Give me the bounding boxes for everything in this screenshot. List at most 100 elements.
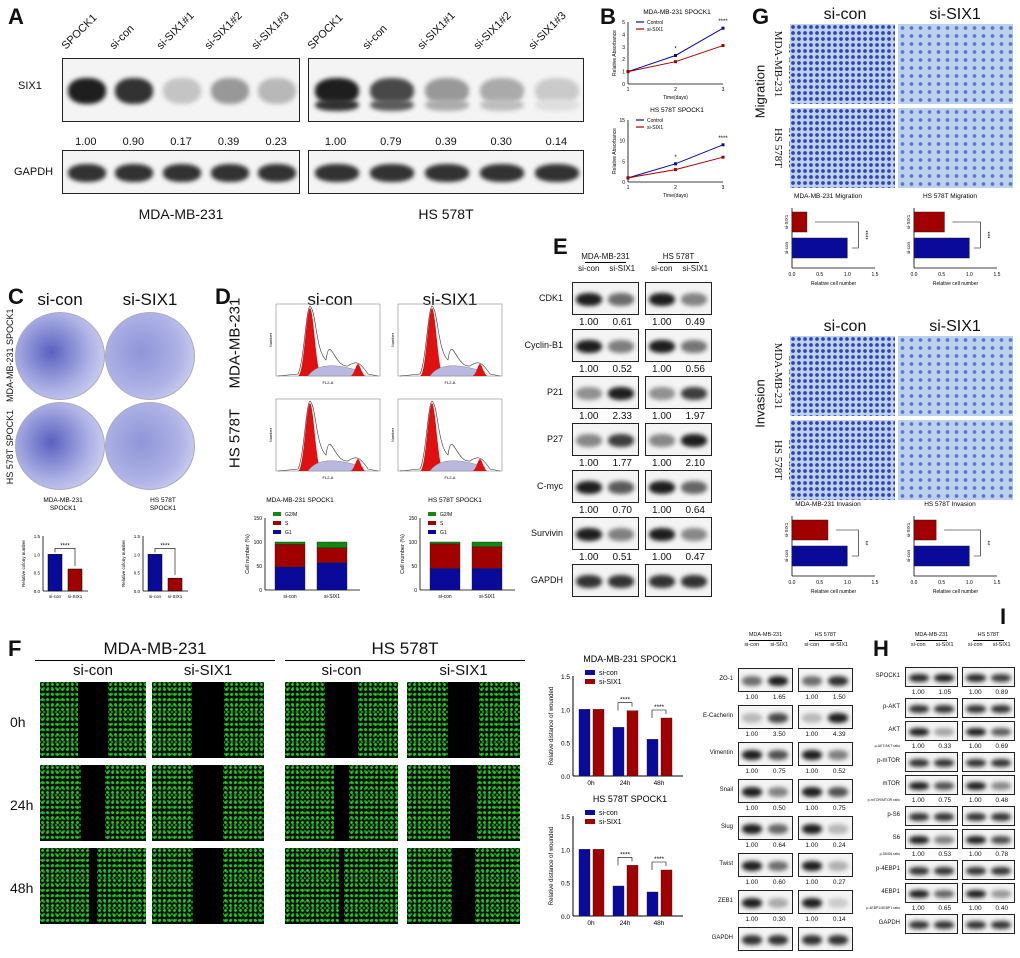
band (933, 813, 954, 821)
lane-label: si-SIX1 (682, 264, 709, 273)
blot-c-myc (572, 470, 639, 503)
lane-label: si-SIX1 (770, 641, 789, 648)
band (649, 433, 675, 448)
y-tick: si-con (784, 242, 789, 255)
band (801, 861, 823, 871)
quant-value: 0.52 (612, 364, 632, 375)
blot-row-label: Vimentin (709, 750, 733, 756)
x-tick: 0.0 (789, 580, 796, 586)
significance: * (674, 46, 677, 52)
y-tick: si-con (784, 550, 789, 563)
band (801, 898, 823, 908)
band (767, 713, 789, 723)
y-tick: 1.5 (34, 534, 41, 539)
x-tick: 1.5 (994, 580, 1001, 586)
y-axis-label: Number (390, 427, 395, 442)
quant-value: 0.90 (122, 136, 145, 148)
bar (913, 545, 970, 567)
blot-zo-1 (798, 668, 853, 692)
column-label: si-con (823, 6, 867, 23)
lane-label: si-con (578, 264, 600, 273)
cell-area (40, 848, 89, 924)
s-phase (307, 460, 364, 472)
band (767, 861, 789, 871)
y-tick: 0.5 (134, 571, 141, 576)
y-label: Cell number (%) (400, 534, 406, 574)
blot-gapdh (572, 564, 639, 597)
quant-value: 0.61 (612, 317, 632, 328)
x-tick: 48h (654, 920, 665, 927)
quant-value: 1.00 (652, 317, 672, 328)
lane-label: SPOCK1 (305, 11, 346, 53)
cell-area (152, 682, 193, 758)
ratio-label: p-mTOR/MTOR ratio (867, 797, 900, 802)
quant-value: 1.00 (745, 731, 759, 738)
blot-row-label: P27 (546, 434, 563, 444)
s-phase (429, 460, 486, 472)
band (908, 705, 929, 713)
y-tick: si-con (906, 550, 911, 563)
blot-row-label: Cyclin-B1 (524, 340, 563, 350)
lane-label: si-SIX1#2 (202, 9, 245, 52)
row-label: HS 578T (772, 127, 784, 169)
band (933, 836, 954, 844)
band (990, 867, 1011, 875)
bar (578, 849, 591, 917)
band (576, 339, 602, 354)
y-tick: 1 (622, 70, 625, 76)
significance: **** (654, 856, 665, 863)
band (649, 480, 675, 495)
y-label: Cell number (%) (245, 534, 251, 574)
y-tick: 50 (411, 564, 417, 570)
colony-plate (15, 312, 105, 400)
significance: ** (861, 541, 867, 546)
bar (67, 568, 83, 592)
quant-value: 1.00 (652, 458, 672, 469)
bar (913, 519, 937, 541)
blot-p-4ebp1 (962, 860, 1015, 880)
y-tick: 1.0 (561, 707, 570, 714)
lane-label: si-con (744, 641, 760, 648)
band (908, 782, 929, 790)
blot-p27 (572, 423, 639, 456)
chart-title: MDA-MB-231 SPOCK1 (266, 497, 334, 504)
cell-cycle-histogram: FL2-A Number (390, 303, 503, 385)
column-label: si-SIX1 (122, 290, 178, 309)
cell-area (407, 682, 448, 758)
blot-p-4ebp1 (905, 860, 958, 880)
y-tick: si-con (906, 242, 911, 255)
quant-value: 0.70 (612, 505, 632, 516)
y-tick: 4 (622, 32, 625, 38)
data-point (674, 60, 677, 64)
wound-image (407, 682, 520, 758)
wound-bar-chart: MDA-MB-231 SPOCK1 0.0 0.5 1.0 1.5 Relative di… (549, 654, 683, 787)
x-tick: 24h (620, 920, 631, 927)
sig-bracket (952, 221, 981, 249)
cell-area (407, 765, 450, 841)
band (576, 574, 602, 589)
group-label: HS 578T (371, 639, 439, 658)
blot-e-cacherin (738, 705, 793, 729)
y-tick: 50 (256, 564, 262, 570)
g1-peak (420, 403, 444, 471)
group-label: MDA-MB-231 (748, 632, 783, 638)
band (965, 867, 986, 875)
blot-row-label: Snail (719, 787, 733, 793)
column-label: si-con (37, 290, 83, 309)
y-tick: 0.5 (34, 571, 41, 576)
colony-plate (105, 402, 195, 490)
quant-value: 1.00 (805, 805, 819, 812)
sig-bracket (617, 857, 633, 866)
quant-value: 0.75 (832, 805, 846, 812)
blot-p21 (572, 376, 639, 409)
quant-value: 0.27 (832, 879, 846, 886)
quant-value: 0.30 (772, 916, 786, 923)
band (767, 750, 789, 760)
bar (646, 891, 659, 917)
column-label: si-SIX1 (929, 318, 981, 335)
chart-title: HS 578T SPOCK1 (428, 497, 482, 504)
x-tick: 24h (620, 780, 631, 787)
band (741, 750, 763, 760)
quant-value: 1.00 (968, 797, 982, 804)
cell-area (40, 765, 82, 841)
